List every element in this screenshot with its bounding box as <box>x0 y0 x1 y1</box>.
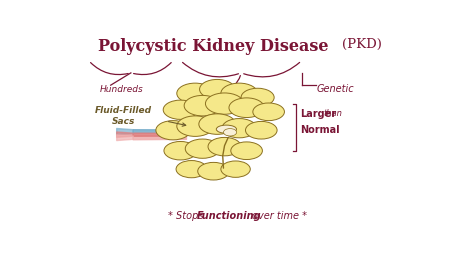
Text: Functioning: Functioning <box>197 211 262 221</box>
Text: Genetic: Genetic <box>316 84 354 94</box>
Circle shape <box>185 139 220 158</box>
Circle shape <box>164 142 197 160</box>
Circle shape <box>163 100 198 119</box>
Text: Fluid-Filled
Sacs: Fluid-Filled Sacs <box>95 106 152 126</box>
Circle shape <box>222 119 256 138</box>
Circle shape <box>221 83 258 104</box>
Circle shape <box>184 95 221 116</box>
Circle shape <box>229 98 264 118</box>
Circle shape <box>231 142 263 160</box>
Text: Larger: Larger <box>300 109 336 119</box>
Circle shape <box>205 93 244 114</box>
Text: * Stops: * Stops <box>168 211 203 221</box>
Circle shape <box>253 103 284 120</box>
Circle shape <box>176 161 207 178</box>
Text: over time *: over time * <box>252 211 307 221</box>
Circle shape <box>208 138 241 156</box>
Circle shape <box>177 83 213 104</box>
Ellipse shape <box>216 125 237 133</box>
Circle shape <box>221 161 250 177</box>
Circle shape <box>246 121 277 139</box>
Text: (PKD): (PKD) <box>342 38 382 51</box>
Text: Normal: Normal <box>300 125 339 135</box>
Circle shape <box>241 88 274 107</box>
Circle shape <box>199 114 236 134</box>
Text: Hundreds: Hundreds <box>100 85 144 94</box>
Text: than: than <box>324 109 343 118</box>
Circle shape <box>223 128 237 136</box>
Text: Polycystic Kidney Disease: Polycystic Kidney Disease <box>98 38 329 55</box>
Circle shape <box>200 80 235 99</box>
Circle shape <box>177 116 213 136</box>
Circle shape <box>156 120 191 140</box>
Circle shape <box>198 162 229 180</box>
